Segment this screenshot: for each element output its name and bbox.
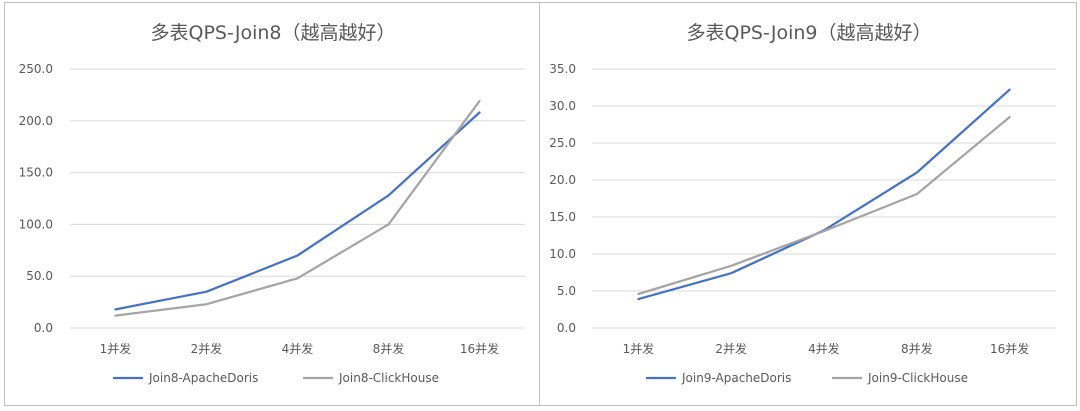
x-tick-label: 4并发	[808, 341, 840, 356]
chart-join8-panel: 多表QPS-Join8（越高越好） 0.0 50.0 100.0 150.0 200.0 2…	[4, 2, 540, 406]
x-tick-label: 8并发	[901, 341, 933, 356]
x-tick-label: 4并发	[282, 341, 314, 356]
legend-label: Join8-ApacheDoris	[148, 371, 258, 385]
legend-label: Join8-ClickHouse	[338, 371, 439, 385]
x-tick-label: 8并发	[373, 341, 405, 356]
y-tick-label: 0.0	[34, 321, 53, 335]
y-tick-label: 250.0	[19, 62, 53, 76]
y-tick-label: 100.0	[19, 217, 53, 231]
y-tick-label: 20.0	[549, 173, 576, 187]
series-line-join8-clickhouse	[114, 99, 481, 317]
x-tick-label: 2并发	[191, 341, 223, 356]
chart-title: 多表QPS-Join8（越高越好）	[150, 22, 395, 44]
series-line-join9-apachedoris	[637, 88, 1011, 301]
legend-label: Join9-ClickHouse	[867, 371, 968, 385]
chart-join9: 多表QPS-Join9（越高越好） 0.0 5.0 10.0 15.0 20.0 25.0 3…	[549, 22, 1056, 385]
y-tick-label: 15.0	[549, 210, 576, 224]
y-tick-label: 35.0	[549, 62, 576, 76]
y-tick-label: 200.0	[19, 114, 53, 128]
y-tick-label: 0.0	[557, 321, 576, 335]
x-tick-label: 2并发	[715, 341, 747, 356]
chart-join8: 多表QPS-Join8（越高越好） 0.0 50.0 100.0 150.0 200.0 2…	[19, 22, 525, 385]
y-tick-label: 25.0	[549, 136, 576, 150]
x-tick-label: 16并发	[460, 341, 499, 356]
y-tick-label: 50.0	[26, 269, 53, 283]
chart-title: 多表QPS-Join9（越高越好）	[686, 22, 931, 44]
x-tick-label: 16并发	[990, 341, 1029, 356]
series-line-join9-clickhouse	[637, 115, 1011, 296]
y-tick-label: 150.0	[19, 166, 53, 180]
y-tick-label: 30.0	[549, 99, 576, 113]
y-tick-label: 5.0	[557, 284, 576, 298]
x-tick-label: 1并发	[100, 341, 132, 356]
x-tick-label: 1并发	[623, 341, 655, 356]
legend-label: Join9-ApacheDoris	[681, 371, 791, 385]
series-line-join8-apachedoris	[114, 111, 481, 311]
chart-join9-panel: 多表QPS-Join9（越高越好） 0.0 5.0 10.0 15.0 20.0 25.0 3…	[539, 2, 1077, 406]
y-tick-label: 10.0	[549, 247, 576, 261]
